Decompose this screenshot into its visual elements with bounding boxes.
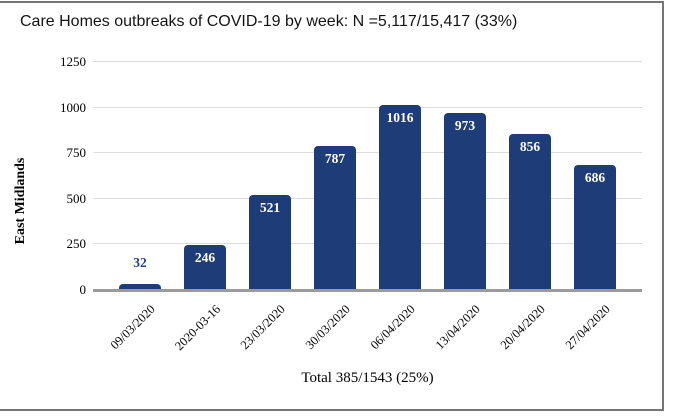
plot-area: 32 246 521 787 1016 973 856 686 [93,61,642,290]
xtick-label-06/04/2020: 06/04/2020 [367,302,418,353]
bar-value-label: 686 [584,169,606,185]
bar-value-label: 787 [324,151,346,167]
ytick-label-500: 500 [66,190,87,206]
xtick-label-20/04/2020: 20/04/2020 [497,302,548,353]
bar-30/03/2020 [314,146,356,290]
ytick-label-0: 0 [79,282,87,297]
bar-20/04/2020 [509,133,551,290]
ytick-label-250: 250 [66,236,87,252]
bar-value-label: 1016 [386,109,414,125]
xtick-label-30/03/2020: 30/03/2020 [302,302,353,353]
xtick-label-2020-03-16: 2020-03-16 [171,302,223,354]
x-axis-title: Total 385/1543 (25%) [301,370,434,386]
bar-value-label: 246 [194,250,216,266]
bar-09/03/2020 [119,284,161,290]
xtick-label-23/03/2020: 23/03/2020 [237,302,288,353]
bar-value-label: 973 [454,117,476,133]
gridline-y-1000 [93,106,642,108]
xtick-label-27/04/2020: 27/04/2020 [562,302,613,353]
gridline-y-250 [93,243,642,245]
bar-13/04/2020 [444,112,486,290]
bar-27/04/2020 [574,164,616,290]
ytick-label-1250: 1250 [60,54,86,69]
ytick-label-750: 750 [66,145,87,161]
xtick-label-09/03/2020: 09/03/2020 [107,302,158,353]
bar-06/04/2020 [379,104,421,290]
bar-value-label: 521 [259,199,281,215]
bar-23/03/2020 [249,194,291,290]
bar-value-label: 856 [519,138,541,154]
bar-value-label: 32 [133,255,147,271]
gridline-y-1250 [93,61,642,62]
chart-title: Care Homes outbreaks of COVID-19 by week… [20,13,518,30]
ytick-label-1000: 1000 [60,99,86,115]
xtick-label-13/04/2020: 13/04/2020 [432,302,483,353]
gridline-y-500 [93,197,642,199]
gridline-y-750 [93,152,642,154]
bar-2020-03-16 [184,245,226,290]
x-axis-line [93,289,642,292]
